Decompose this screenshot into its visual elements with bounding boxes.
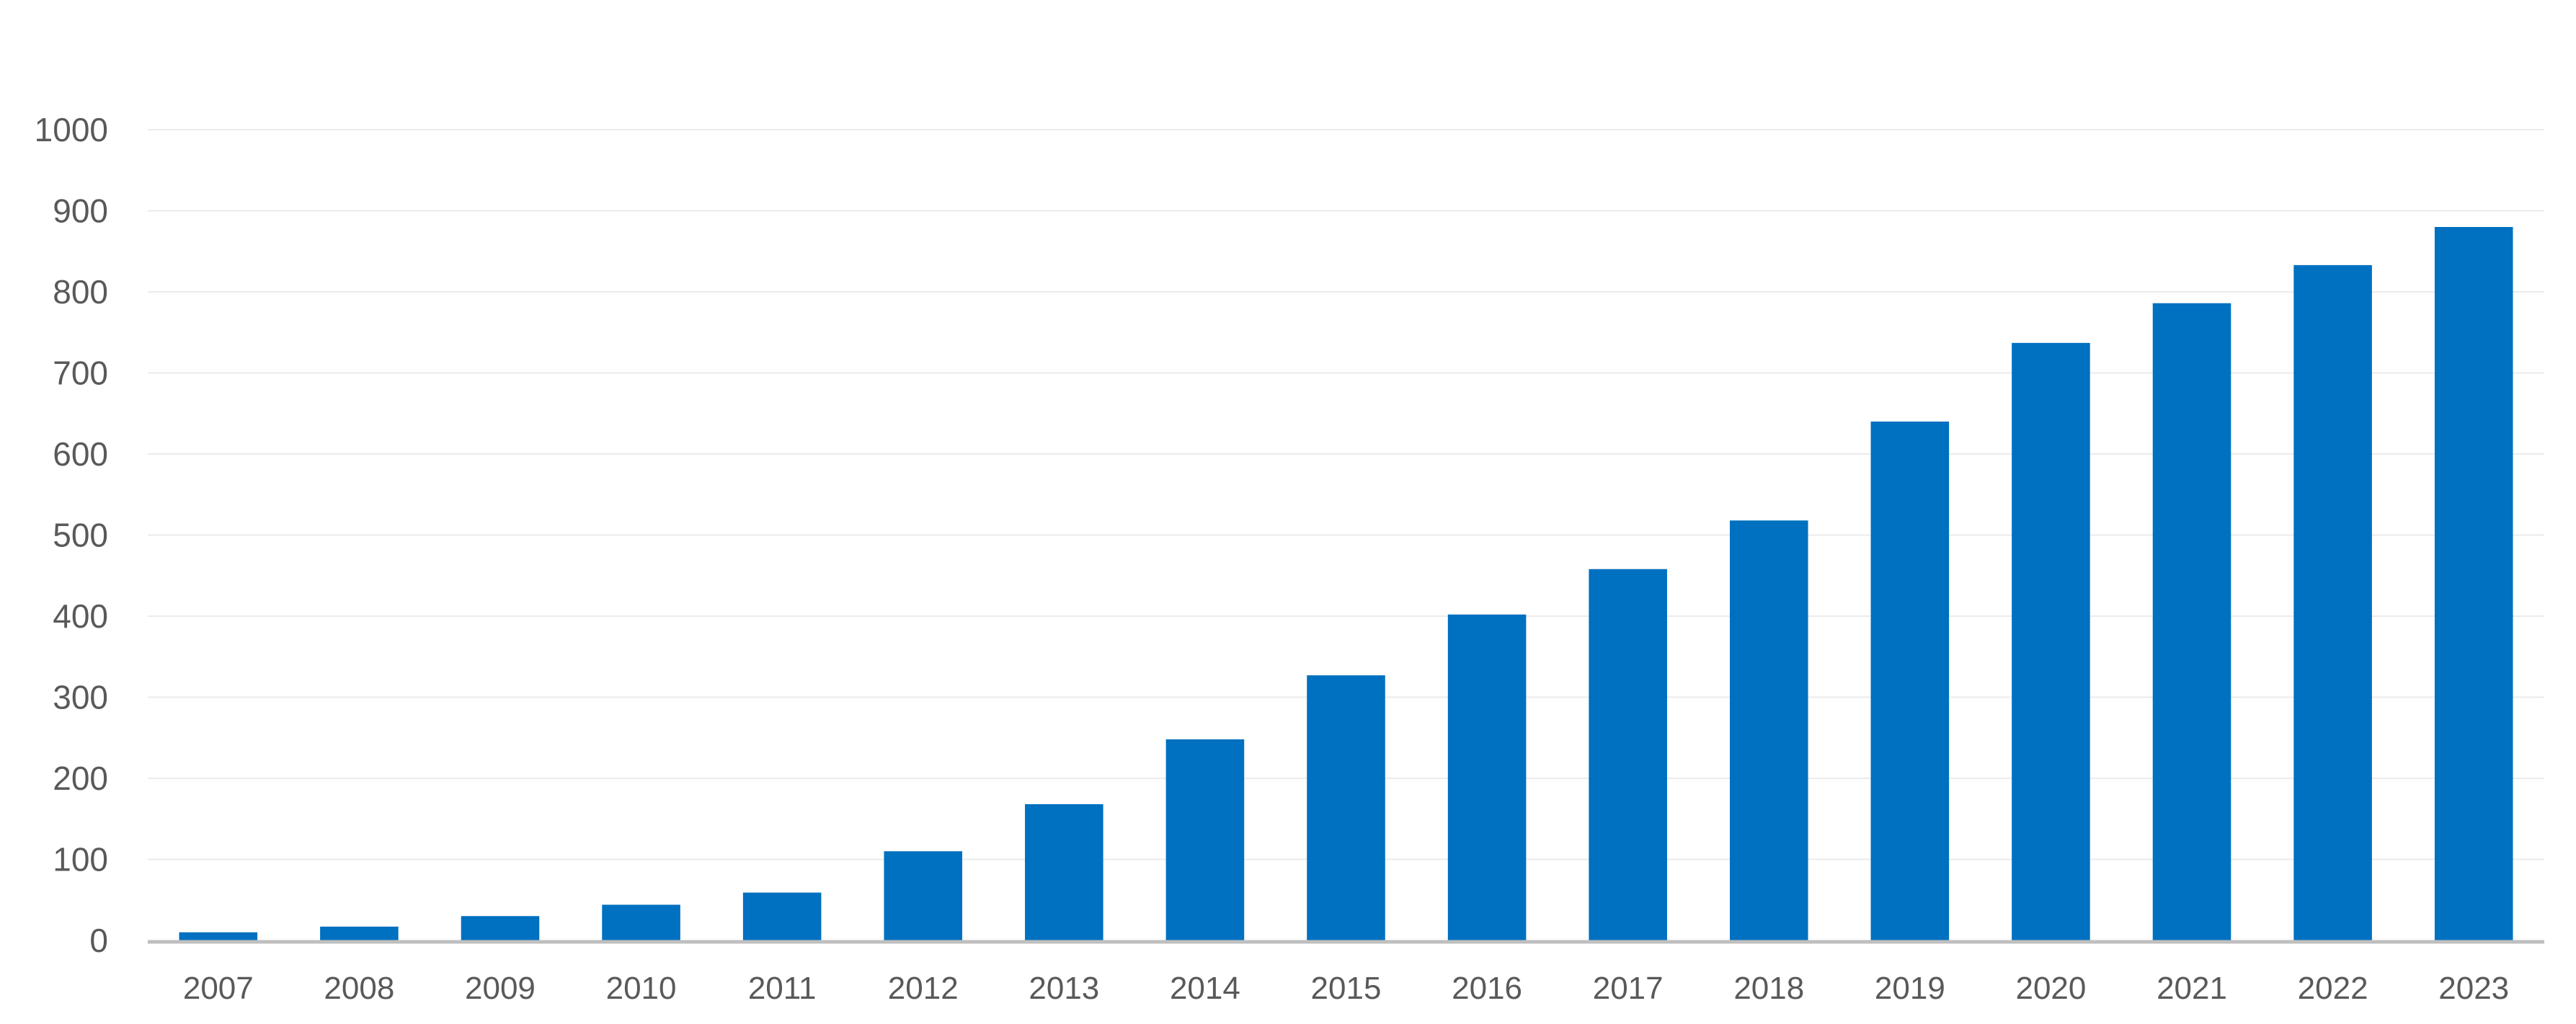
y-tick-label-400: 400	[53, 597, 108, 635]
x-tick-label-2023: 2023	[2438, 971, 2509, 1006]
bar-2009	[461, 916, 540, 940]
x-tick-label-2014: 2014	[1170, 971, 1240, 1006]
x-tick-label-2007: 2007	[183, 971, 254, 1006]
x-tick-label-2019: 2019	[1875, 971, 1945, 1006]
bar-2015	[1307, 675, 1385, 940]
x-tick-label-2012: 2012	[888, 971, 959, 1006]
x-tick-label-2016: 2016	[1452, 971, 1522, 1006]
bar-2021	[2152, 303, 2231, 940]
bar-2016	[1447, 614, 1527, 940]
x-tick-label-2009: 2009	[465, 971, 536, 1006]
bar-2011	[742, 892, 822, 940]
bar-2023	[2434, 227, 2513, 940]
x-tick-label-2015: 2015	[1311, 971, 1382, 1006]
x-tick-label-2011: 2011	[748, 971, 817, 1006]
x-axis-tick-labels: 2007 2008 2009 2010 2011 2012 2013 2014 2015 2016…	[183, 971, 2509, 1006]
bar-2010	[602, 904, 680, 940]
bar-2019	[1870, 422, 1950, 940]
x-tick-label-2018: 2018	[1733, 971, 1804, 1006]
x-tick-label-2021: 2021	[2157, 971, 2227, 1006]
y-tick-label-300: 300	[53, 679, 108, 716]
bar-2012	[884, 851, 963, 940]
y-tick-label-500: 500	[53, 517, 108, 554]
y-axis-tick-labels: 0 100 200 300 400 500 600 700 800 900 1000	[35, 111, 108, 959]
y-tick-label-100: 100	[53, 841, 108, 878]
bar-2008	[320, 926, 399, 940]
bar-2014	[1165, 739, 1245, 940]
bar-2013	[1025, 804, 1103, 940]
y-tick-label-800: 800	[53, 273, 108, 311]
y-tick-label-600: 600	[53, 435, 108, 473]
y-tick-label-1000: 1000	[35, 111, 108, 148]
x-tick-label-2010: 2010	[606, 971, 677, 1006]
bar-2007	[179, 932, 258, 940]
x-tick-label-2013: 2013	[1029, 971, 1099, 1006]
x-tick-label-2020: 2020	[2015, 971, 2086, 1006]
gridlines	[148, 129, 2544, 860]
x-tick-label-2022: 2022	[2298, 971, 2368, 1006]
bars	[179, 227, 2513, 940]
bar-2017	[1589, 569, 1667, 940]
y-tick-label-200: 200	[53, 760, 108, 797]
x-tick-label-2008: 2008	[324, 971, 394, 1006]
y-tick-label-0: 0	[89, 922, 108, 959]
x-tick-label-2017: 2017	[1593, 971, 1664, 1006]
y-tick-label-900: 900	[53, 192, 108, 230]
bar-2018	[1729, 520, 1808, 940]
bar-2022	[2293, 264, 2372, 940]
bar-2020	[2012, 342, 2090, 940]
y-tick-label-700: 700	[53, 355, 108, 392]
